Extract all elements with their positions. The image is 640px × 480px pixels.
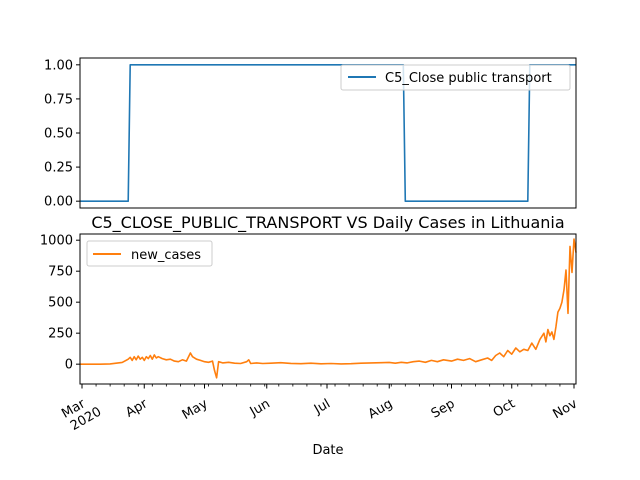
bottom-legend-label: new_cases — [131, 248, 201, 263]
bottom-legend: new_cases — [86, 240, 213, 267]
top-legend-box — [340, 64, 571, 91]
bottom-y-tick-label: 1000 — [40, 234, 73, 249]
bottom-legend-box — [86, 240, 213, 267]
top-plot-frame — [79, 57, 577, 209]
bottom-plot-frame — [79, 233, 577, 385]
bottom-chart-title: C5_CLOSE_PUBLIC_TRANSPORT VS Daily Cases… — [91, 213, 564, 233]
bottom-series-line — [80, 238, 577, 379]
bottom-y-tick-label: 0 — [65, 358, 73, 373]
top-legend-label: C5_Close public transport — [385, 71, 552, 86]
top-legend: C5_Close public transport — [340, 64, 571, 91]
bottom-y-tick-label: 750 — [48, 265, 73, 280]
top-y-tick-label: 0.75 — [44, 92, 73, 107]
top-y-tick-label: 0.25 — [44, 161, 73, 176]
top-y-tick-label: 1.00 — [44, 58, 73, 73]
top-y-tick-label: 0.50 — [44, 127, 73, 142]
bottom-plot-area — [80, 238, 577, 379]
top-panel: 0.00 0.25 0.50 0.75 1.00 C5_Close public tra… — [44, 57, 577, 210]
bottom-y-ticks: 0 250 500 750 1000 — [40, 234, 80, 373]
bottom-y-tick-label: 500 — [48, 296, 73, 311]
top-y-tick-label: 0.00 — [44, 195, 73, 210]
bottom-x-tick-label: Jul — [311, 396, 333, 417]
bottom-y-tick-label: 250 — [48, 327, 73, 342]
bottom-panel: C5_CLOSE_PUBLIC_TRANSPORT VS Daily Cases… — [40, 213, 580, 458]
x-axis-label: Date — [312, 443, 343, 458]
top-y-ticks: 0.00 0.25 0.50 0.75 1.00 — [44, 58, 80, 210]
